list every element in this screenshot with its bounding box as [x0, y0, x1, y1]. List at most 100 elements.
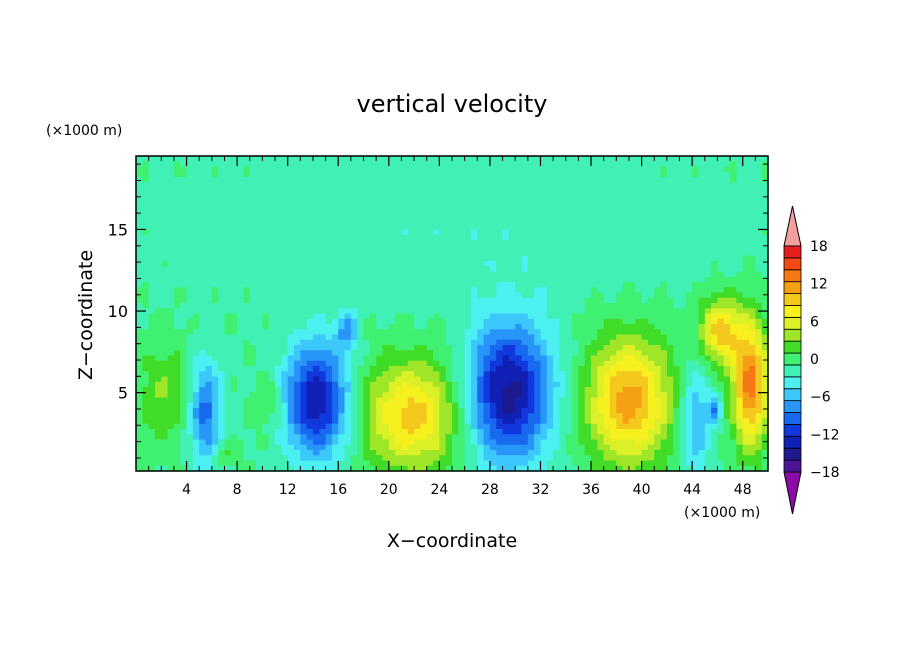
field-cell — [407, 171, 415, 178]
field-cell — [306, 266, 314, 273]
field-cell — [647, 156, 655, 162]
field-cell — [294, 224, 301, 231]
field-cell — [464, 271, 472, 278]
field-cell — [395, 371, 403, 378]
field-cell — [275, 287, 282, 294]
field-cell — [433, 229, 440, 236]
field-cell — [470, 266, 478, 273]
field-cell — [275, 413, 282, 420]
field-cell — [376, 287, 384, 294]
field-cell — [578, 234, 586, 241]
field-cell — [205, 261, 213, 267]
field-cell — [230, 297, 238, 304]
field-cell — [673, 198, 681, 204]
field-cell — [477, 240, 485, 246]
field-cell — [685, 255, 693, 262]
field-cell — [407, 182, 415, 189]
field-cell — [452, 308, 459, 315]
field-cell — [717, 413, 725, 420]
field-cell — [635, 266, 643, 273]
field-cell — [186, 177, 194, 183]
field-cell — [161, 324, 169, 330]
field-cell — [692, 282, 700, 288]
field-cell — [470, 376, 478, 383]
field-cell — [161, 282, 169, 288]
field-cell — [148, 282, 156, 288]
field-cell — [635, 208, 643, 215]
field-cell — [319, 381, 327, 388]
field-cell — [496, 313, 504, 320]
field-cell — [704, 224, 712, 231]
field-cell — [508, 245, 516, 252]
field-cell — [578, 345, 586, 351]
field-cell — [540, 177, 548, 183]
field-cell — [401, 213, 409, 220]
field-cell — [723, 371, 731, 378]
field-cell — [641, 240, 649, 246]
field-cell — [628, 171, 636, 178]
field-cell — [407, 366, 415, 372]
field-cell — [717, 376, 725, 383]
field-cell — [704, 413, 712, 420]
field-cell — [161, 381, 169, 388]
field-cell — [192, 408, 200, 414]
field-cell — [761, 266, 769, 273]
field-cell — [685, 187, 693, 194]
field-cell — [300, 334, 308, 341]
field-cell — [256, 366, 263, 372]
field-cell — [142, 187, 150, 194]
field-cell — [698, 282, 706, 288]
field-cell — [717, 250, 725, 257]
field-cell — [717, 171, 725, 178]
field-cell — [584, 182, 592, 189]
field-cell — [224, 198, 232, 204]
field-cell — [161, 287, 169, 294]
field-cell — [382, 271, 390, 278]
field-cell — [610, 219, 617, 225]
field-cell — [603, 213, 611, 220]
field-cell — [357, 219, 365, 225]
field-cell — [483, 245, 491, 252]
field-cell — [154, 360, 162, 367]
field-cell — [382, 355, 390, 362]
field-cell — [414, 297, 421, 304]
field-cell — [218, 276, 226, 283]
field-cell — [477, 324, 485, 330]
field-cell — [192, 324, 200, 330]
field-cell — [281, 250, 289, 257]
field-cell — [685, 276, 693, 283]
field-cell — [136, 166, 143, 173]
field-cell — [736, 324, 744, 330]
field-cell — [489, 219, 497, 225]
field-cell — [249, 161, 257, 168]
field-cell — [616, 408, 624, 414]
field-cell — [173, 266, 181, 273]
field-cell — [559, 339, 567, 346]
field-cell — [338, 413, 346, 420]
field-cell — [237, 381, 245, 388]
field-cell — [395, 229, 403, 236]
field-cell — [224, 192, 232, 199]
field-cell — [230, 161, 238, 168]
field-cell — [205, 203, 213, 210]
field-cell — [199, 355, 207, 362]
field-cell — [331, 255, 339, 262]
field-cell — [610, 234, 617, 241]
field-cell — [256, 250, 263, 257]
field-cell — [622, 250, 630, 257]
field-cell — [641, 198, 649, 204]
field-cell — [414, 198, 421, 204]
field-cell — [382, 297, 390, 304]
field-cell — [249, 313, 257, 320]
field-cell — [154, 208, 162, 215]
field-cell — [603, 334, 611, 341]
field-cell — [414, 203, 421, 210]
field-cell — [192, 355, 200, 362]
field-cell — [256, 166, 263, 173]
field-cell — [186, 250, 194, 257]
field-cell — [521, 318, 529, 325]
field-cell — [622, 198, 630, 204]
field-cell — [319, 261, 327, 267]
field-cell — [452, 255, 459, 262]
